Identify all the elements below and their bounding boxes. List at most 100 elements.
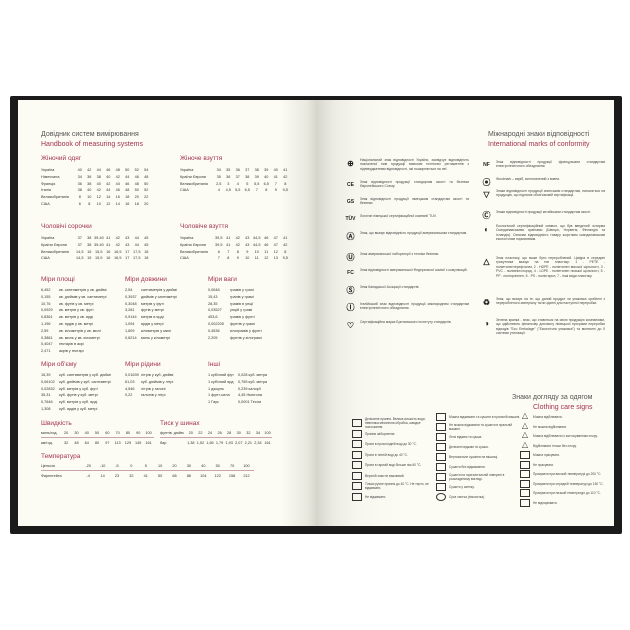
table-cell: 38 — [96, 174, 101, 179]
table-cell: 44,5 — [253, 236, 261, 240]
care-symbol-icon: △ — [521, 430, 529, 439]
care-description: Тільки ручне прання до 40 °С. Не терти, … — [365, 482, 429, 490]
womens_shoes-title: Жіноче взуття — [180, 155, 223, 162]
row-label: Великобританія — [180, 249, 208, 254]
value: 0,6214 — [125, 335, 137, 340]
nordic-swan-icon: ◐ — [484, 225, 489, 234]
value: 10,76 — [41, 301, 51, 306]
table-cell: 41 — [273, 174, 278, 179]
row-label: Україна — [41, 236, 55, 240]
description: дюймів у сантиметрі — [141, 294, 177, 299]
table-cell: 24 — [207, 431, 213, 435]
table-cell: 41 — [143, 473, 148, 478]
care-sign: Не можна віджимати та сушити в пральній … — [436, 422, 521, 432]
other-title: Інші — [208, 361, 221, 368]
care-sign: Прати в гарячій воді більше ніж 60 °С. — [352, 460, 437, 470]
length-title: Міри довжини — [125, 276, 167, 283]
table-row: Франція 36 38 40 42 44 46 48 50 — [41, 181, 151, 188]
table-cell: 39-40 — [94, 236, 104, 240]
value: 0,3861 — [41, 335, 53, 340]
mark-description: Знак відповідності американської Федерал… — [360, 268, 468, 272]
table-row: США 4 4,5 5,5 6,5 7 8 9 9,5 — [180, 187, 290, 194]
value: 0,7646 — [41, 400, 53, 405]
table-cell: 80 — [125, 431, 131, 435]
temperature-table: Цельсія -20 -10 -5 0 5 10 20 30 40 50 70 100 Фаренгей… — [41, 463, 254, 482]
table-cell: 46 — [134, 174, 139, 179]
table-cell: 17,5 — [133, 249, 141, 254]
care-description: Сушити у затінку. — [449, 485, 475, 489]
conformity-mark: CE Знак відповідності продукції стандарта… — [344, 180, 469, 191]
table-cell: 41 — [226, 236, 231, 240]
table-cell: 44 — [106, 188, 111, 193]
mens_shirts-table: Україна 37 38 39-40 41 42 43 44 45 Країни Європи 3… — [41, 235, 151, 262]
womens_clothing-table: Україна 40 42 44 46 48 50 52 54 Німеччина 34 36 38 40… — [41, 167, 151, 208]
table-row: 4,546 літрів у галоні — [125, 386, 203, 393]
table-row: 0,3861 кв. миль у кв. кілометрі — [41, 335, 125, 342]
value: 0,02832 — [41, 386, 55, 391]
table-cell: 17 — [125, 256, 130, 261]
table-row: 6,452 кв. сантиметрів у кв. дюймі — [41, 287, 125, 294]
table-cell: 46 — [125, 181, 130, 186]
description: метрів у футі — [141, 301, 164, 306]
table-cell: 46 — [106, 168, 111, 172]
table-row: Великобританія 6 7 8 9 10 11 12 8 — [180, 249, 290, 256]
description: акрів у гектарі — [59, 349, 84, 354]
description: грамів в унції — [230, 301, 254, 306]
description: кв. футів у кв. метрі — [59, 301, 94, 306]
value: 2,54 — [125, 288, 133, 292]
table-row: Великобританія 8 10 12 14 16 18 20 22 — [41, 194, 151, 201]
table-cell: 50 — [125, 168, 130, 172]
table-row: 0,22 галонів у літрі — [125, 392, 203, 399]
row-label: Великобританія — [41, 249, 69, 254]
conformity-mark: Ⓢ Знак Канадської Асоціації стандартів. — [344, 285, 469, 296]
table-cell: 47 — [273, 236, 278, 240]
table-cell: 48 — [115, 168, 120, 172]
table-row: 16,39 куб. сантиметрів у куб. дюймі — [41, 372, 125, 379]
table-cell: 39-40 — [94, 242, 104, 247]
row-label: миль/год. — [41, 431, 58, 435]
conformity-mark: ◑ Зелена крапка - знак, що ставиться на с… — [480, 318, 605, 336]
care-description: Прасувати при середній температурі до 15… — [533, 481, 604, 486]
value: 0,3048 — [125, 301, 137, 306]
value: 0,4536 — [208, 328, 220, 333]
row-label: США — [180, 188, 189, 193]
care-description: Сушити на горизонтальній поверхні в розк… — [449, 473, 505, 481]
ccc-icon: Ⓒ — [482, 211, 491, 220]
table-cell: 7 — [255, 188, 258, 193]
table-cell: 34 — [216, 168, 221, 172]
table-cell: 42 — [96, 188, 101, 193]
care-symbol-icon — [520, 470, 530, 478]
table-row: Україна 39,5 41 42 43 44,5 46 47 41 — [180, 235, 290, 242]
care-symbol-icon — [436, 493, 446, 501]
description: куб. футів у куб. метрі — [59, 393, 98, 398]
speed-title: Швидкість — [41, 420, 72, 427]
table-cell: 37 — [77, 242, 82, 247]
table-cell: 5 — [144, 464, 147, 468]
table-cell: 44 — [134, 242, 139, 247]
table-cell: 145 — [135, 440, 142, 445]
care-sign: Не прасувати. — [520, 460, 605, 470]
table-cell: 36 — [226, 174, 231, 179]
table-cell: -20 — [85, 464, 91, 468]
table-cell: 42 — [106, 181, 111, 186]
mark-description: Знак відповідності продукції німецьким с… — [360, 197, 469, 206]
table-cell: 40 — [84, 431, 89, 435]
table-cell: 32 — [246, 431, 251, 435]
table-cell: 10 — [87, 195, 92, 200]
row-label: Італія — [41, 188, 51, 193]
table-cell: 18 — [125, 195, 130, 200]
table-row: 3,281 футів у метрі — [125, 307, 203, 314]
care-sign: Прання заборонене. — [352, 429, 437, 439]
care-symbol-icon — [520, 460, 530, 469]
description: метрів в ярді — [141, 315, 164, 320]
mens_shoes-title: Чоловіче взуття — [180, 223, 229, 230]
care-sign: Прати в теплій воді до 40 °С. — [352, 450, 437, 460]
care-symbol-icon — [352, 450, 362, 459]
table-cell: 48 — [144, 174, 149, 179]
description: кв. кілометрів у кв. милі — [59, 328, 101, 333]
table-cell: 44 — [115, 181, 120, 186]
table-row: Країни Європи 37 38 39-40 41 42 43 44 45 — [41, 242, 151, 249]
row-label: Великобританія — [180, 181, 208, 186]
table-row: 1 Гаус 0,0001 Тесли — [208, 399, 283, 406]
ce-icon: CE — [347, 182, 354, 188]
